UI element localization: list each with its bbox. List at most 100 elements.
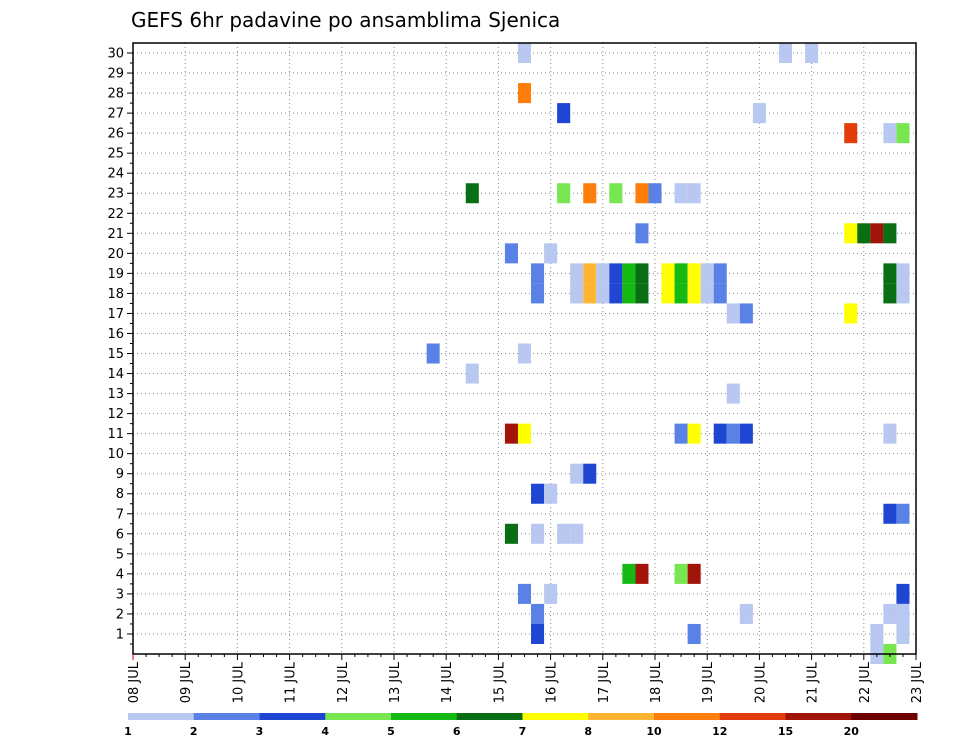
y-tick-label: 23 [107,187,124,202]
precip-cell [517,583,532,604]
precip-cell [687,283,701,304]
y-tick-label: 24 [107,167,124,182]
precip-cell [557,523,571,544]
precip-cell [557,183,571,204]
colorbar-swatch [785,713,852,720]
precip-cell [883,263,897,284]
y-tick-label: 29 [107,67,124,82]
precip-cell [896,263,910,284]
precip-cell [609,183,623,204]
precip-cell [844,223,858,244]
precip-cell [622,263,636,284]
colorbar-swatch [654,713,721,720]
precip-cell [844,123,858,144]
precip-cell [726,383,740,404]
precip-cell [661,263,675,284]
colorbar-swatch [719,713,786,720]
precip-cell [844,303,858,324]
precip-cell [674,283,688,304]
colorbar-label: 4 [321,725,329,738]
precip-cell [726,423,740,444]
precip-cell [883,123,897,144]
precip-cell [870,223,884,244]
precip-cell [531,483,545,504]
x-tick-label: 19 JUL [701,661,716,703]
precip-cell [504,523,518,544]
precip-cell [752,103,766,124]
colorbar: 1 2 3 4 5 6 7 8 10 12 15 20 [124,713,918,738]
y-tick-label: 5 [116,547,124,562]
x-tick-label: 11 JUL [284,661,299,703]
precip-cell [531,523,545,544]
precip-cell [570,263,584,284]
chart-title: GEFS 6hr padavine po ansamblima Sjenica [131,8,560,32]
precip-cell [596,283,610,304]
precip-cell [504,423,518,444]
precip-cell [896,603,910,624]
y-tick-label: 2 [116,607,124,622]
precip-cell [687,183,701,204]
precip-cell [857,223,871,244]
x-tick-label: 12 JUL [336,661,351,703]
x-tick-label: 08 JUL [127,661,142,703]
precip-cell [544,243,558,264]
y-tick-label: 27 [107,107,124,122]
y-tick-label: 18 [107,287,124,302]
precip-cell [570,523,584,544]
precip-cell [883,603,897,624]
precip-cell [609,263,623,284]
y-tick-label: 19 [107,267,124,282]
precip-cell [661,283,675,304]
precip-cell [883,223,897,244]
precip-cell [583,463,597,484]
y-tick-label: 25 [107,147,124,162]
precip-cell [635,183,649,204]
y-tick-label: 7 [116,507,124,522]
y-tick-label: 11 [107,427,124,442]
precip-cell [713,283,727,304]
y-tick-label: 17 [107,307,124,322]
x-tick-label: 09 JUL [179,661,194,703]
precip-cell [726,303,740,324]
colorbar-swatch [851,713,918,720]
precip-cell [739,303,753,324]
x-tick-label: 16 JUL [545,661,560,703]
precip-cell [687,423,701,444]
y-tick-label: 22 [107,207,124,222]
colorbar-label: 3 [256,725,264,738]
precip-cell [426,343,440,364]
y-tick-label: 12 [107,407,124,422]
colorbar-label: 20 [844,725,860,738]
x-tick-label: 17 JUL [597,661,612,703]
precip-cell [674,423,688,444]
precip-cell [570,283,584,304]
precip-cell [883,283,897,304]
precip-cell [896,623,910,644]
colorbar-swatch [193,713,260,720]
precip-cells [426,43,910,665]
precip-cell [896,583,910,604]
precip-cell [870,623,884,644]
precip-cell [739,603,753,624]
precip-cell [687,263,701,284]
colorbar-label: 8 [584,725,592,738]
precip-cell [609,283,623,304]
precip-cell [544,483,558,504]
precip-cell [544,583,558,604]
precip-cell [674,563,688,584]
x-tick-label: 20 JUL [753,661,768,703]
y-tick-label: 30 [107,47,124,62]
precip-cell [713,263,727,284]
y-tick-label: 6 [116,527,124,542]
precip-cell [570,463,584,484]
colorbar-label: 5 [387,725,395,738]
y-tick-label: 9 [116,467,124,482]
precip-cell [635,223,649,244]
precip-cell [883,423,897,444]
x-tick-label: 10 JUL [231,661,246,703]
precip-cell [896,503,910,524]
x-tick-label: 23 JUL [910,661,925,703]
y-tick-label: 21 [107,227,124,242]
precip-cell [635,563,649,584]
